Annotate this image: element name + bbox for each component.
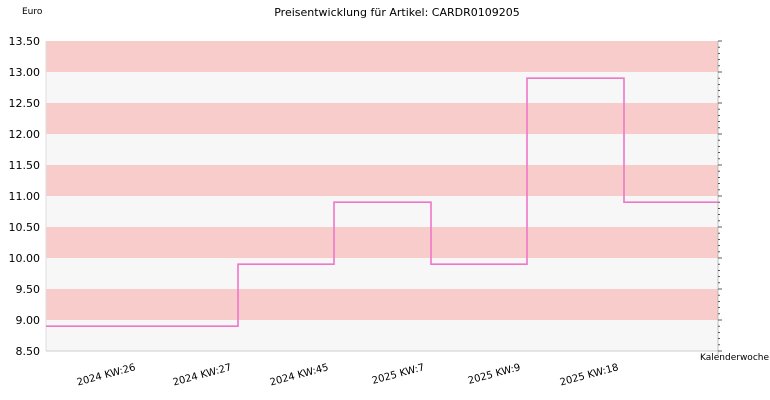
x-tick-label: 2024 KW:26 bbox=[76, 362, 137, 388]
y-tick-label: 9.50 bbox=[16, 283, 41, 296]
background-bands bbox=[46, 41, 718, 351]
background-band bbox=[46, 165, 718, 196]
x-tick-label: 2025 KW:18 bbox=[559, 362, 620, 388]
y-tick-label: 10.50 bbox=[9, 221, 41, 234]
y-tick-label: 11.50 bbox=[9, 159, 41, 172]
background-band bbox=[46, 289, 718, 320]
background-band bbox=[46, 72, 718, 103]
background-band bbox=[46, 196, 718, 227]
chart-title: Preisentwicklung für Artikel: CARDR01092… bbox=[274, 6, 520, 19]
background-band bbox=[46, 134, 718, 165]
y-tick-label: 13.50 bbox=[9, 35, 41, 48]
x-tick-label: 2024 KW:45 bbox=[269, 362, 330, 388]
axes bbox=[45, 40, 722, 355]
x-tick-labels: 2024 KW:26 2024 KW:27 2024 KW:45 2025 KW:7 2… bbox=[76, 362, 620, 388]
x-tick-label: 2024 KW:27 bbox=[172, 362, 233, 388]
background-band bbox=[46, 103, 718, 134]
background-band bbox=[46, 258, 718, 289]
y-tick-label: 12.50 bbox=[9, 97, 41, 110]
y-tick-label: 8.50 bbox=[16, 345, 41, 358]
x-axis-label: Kalenderwoche bbox=[700, 353, 769, 363]
y-tick-label: 12.00 bbox=[9, 128, 41, 141]
y-axis-label: Euro bbox=[22, 7, 43, 17]
price-series bbox=[46, 77, 718, 327]
background-band bbox=[46, 320, 718, 351]
y-tick-labels: 8.50 9.00 9.50 10.00 10.50 11.00 11.50 12.00 12.… bbox=[9, 35, 41, 358]
y-tick-label: 9.00 bbox=[16, 314, 41, 327]
y-tick-label: 10.00 bbox=[9, 252, 41, 265]
y-tick-label: 13.00 bbox=[9, 66, 41, 79]
background-band bbox=[46, 227, 718, 258]
background-band bbox=[46, 41, 718, 72]
y-tick-label: 11.00 bbox=[9, 190, 41, 203]
price-step-line bbox=[46, 77, 718, 327]
x-tick-label: 2025 KW:7 bbox=[371, 362, 426, 387]
x-tick-label: 2025 KW:9 bbox=[467, 362, 522, 387]
